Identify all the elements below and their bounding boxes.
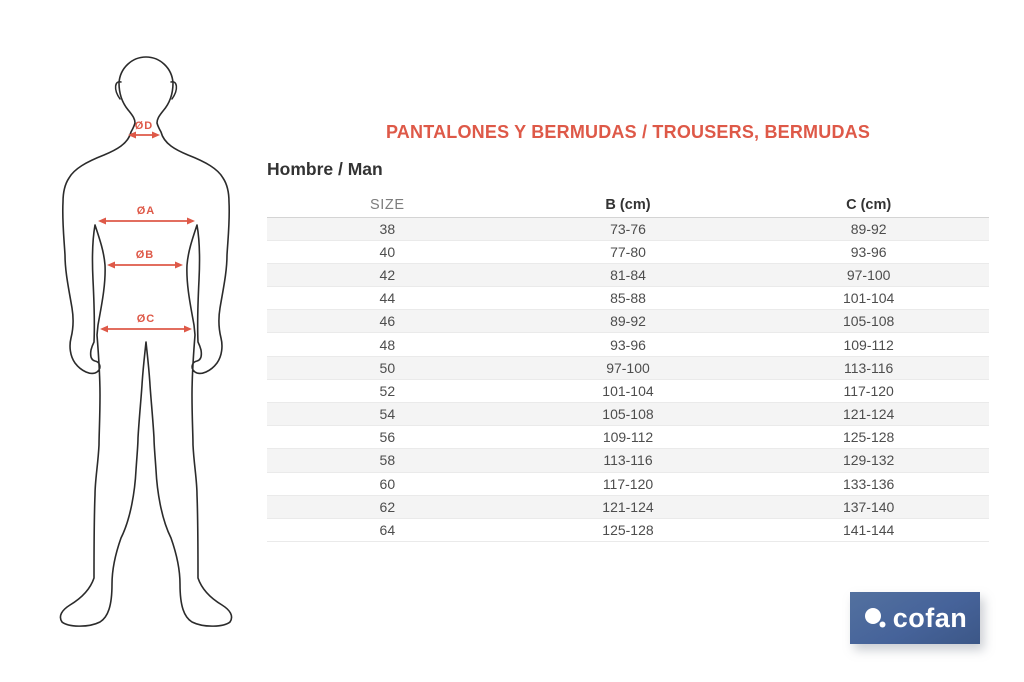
table-row: 40 77-80 93-96	[267, 240, 989, 264]
table-cell: 141-144	[748, 518, 989, 543]
cofan-logo: cofan	[850, 592, 980, 644]
gender-heading: Hombre / Man	[267, 159, 383, 179]
table-cell: 64	[267, 518, 508, 543]
table-cell: 97-100	[748, 263, 989, 288]
table-cell: 44	[267, 286, 508, 311]
page-title: PANTALONES Y BERMUDAS / TROUSERS, BERMUD…	[385, 122, 871, 142]
table-cell: 85-88	[507, 286, 749, 311]
table-row: 44 85-88 101-104	[267, 286, 989, 311]
right-ear-line	[170, 81, 178, 100]
body-measurement-diagram: ØD ØA ØB ØC	[59, 56, 233, 627]
table-cell: 81-84	[507, 263, 749, 288]
measure-label-c: ØC	[137, 313, 156, 325]
column-header-size: SIZE	[267, 193, 508, 218]
table-row: 38 73-76 89-92	[267, 217, 989, 241]
table-cell: 97-100	[507, 356, 749, 380]
human-silhouette	[59, 56, 233, 627]
table-cell: 105-108	[507, 402, 749, 427]
cofan-logo-icon	[864, 608, 886, 628]
table-cell: 56	[267, 425, 508, 450]
table-cell: 125-128	[748, 425, 989, 450]
table-row: 52 101-104 117-120	[267, 379, 989, 404]
table-row: 42 81-84 97-100	[267, 263, 989, 288]
measure-label-d: ØD	[135, 120, 154, 132]
table-cell: 117-120	[748, 379, 989, 404]
table-row: 50 97-100 113-116	[267, 356, 989, 380]
table-row: 54 105-108 121-124	[267, 402, 989, 427]
table-cell: 105-108	[748, 309, 989, 334]
measure-b: ØB	[107, 249, 183, 269]
table-cell: 89-92	[507, 309, 749, 334]
table-row: 58 113-116 129-132	[267, 448, 989, 473]
table-cell: 58	[267, 448, 508, 473]
measure-label-a: ØA	[137, 205, 156, 217]
measure-a: ØA	[98, 205, 195, 225]
table-cell: 40	[267, 240, 508, 264]
table-cell: 113-116	[748, 356, 989, 380]
table-cell: 42	[267, 263, 508, 288]
measure-d: ØD	[128, 120, 160, 139]
column-header-b: B (cm)	[507, 193, 749, 218]
table-cell: 46	[267, 309, 508, 334]
table-cell: 89-92	[748, 217, 989, 241]
table-cell: 117-120	[507, 472, 749, 496]
table-cell: 101-104	[507, 379, 749, 404]
left-ear-line	[114, 81, 122, 100]
table-row: 46 89-92 105-108	[267, 309, 989, 334]
table-cell: 101-104	[748, 286, 989, 311]
table-cell: 50	[267, 356, 508, 380]
table-cell: 52	[267, 379, 508, 404]
size-table: SIZE B (cm) C (cm) 38 73-76 89-92 40 77-80 93…	[267, 193, 989, 543]
table-row: 62 121-124 137-140	[267, 495, 989, 519]
table-cell: 60	[267, 472, 508, 496]
table-cell: 121-124	[748, 402, 989, 427]
table-cell: 129-132	[748, 448, 989, 473]
table-row: 64 125-128 141-144	[267, 518, 989, 543]
size-table-head: SIZE B (cm) C (cm)	[267, 193, 989, 218]
table-cell: 113-116	[507, 448, 749, 473]
size-table-body: 38 73-76 89-92 40 77-80 93-96 42 81-84 97-100 44 8…	[267, 217, 989, 543]
table-cell: 137-140	[748, 495, 989, 519]
table-cell: 109-112	[507, 425, 749, 450]
table-cell: 93-96	[507, 332, 749, 357]
table-cell: 121-124	[507, 495, 749, 519]
table-cell: 62	[267, 495, 508, 519]
table-row: 48 93-96 109-112	[267, 332, 989, 357]
table-cell: 133-136	[748, 472, 989, 496]
measure-c: ØC	[100, 313, 192, 333]
table-cell: 77-80	[507, 240, 749, 264]
table-cell: 54	[267, 402, 508, 427]
table-cell: 109-112	[748, 332, 989, 357]
cofan-logo-text: cofan	[892, 602, 968, 633]
table-cell: 73-76	[507, 217, 749, 241]
table-cell: 48	[267, 332, 508, 357]
column-header-c: C (cm)	[748, 193, 989, 218]
header-row: SIZE B (cm) C (cm)	[267, 193, 989, 218]
table-row: 60 117-120 133-136	[267, 472, 989, 496]
table-cell: 93-96	[748, 240, 989, 264]
table-cell: 125-128	[507, 518, 749, 543]
table-row: 56 109-112 125-128	[267, 425, 989, 450]
table-cell: 38	[267, 217, 508, 241]
measure-label-b: ØB	[136, 249, 155, 261]
